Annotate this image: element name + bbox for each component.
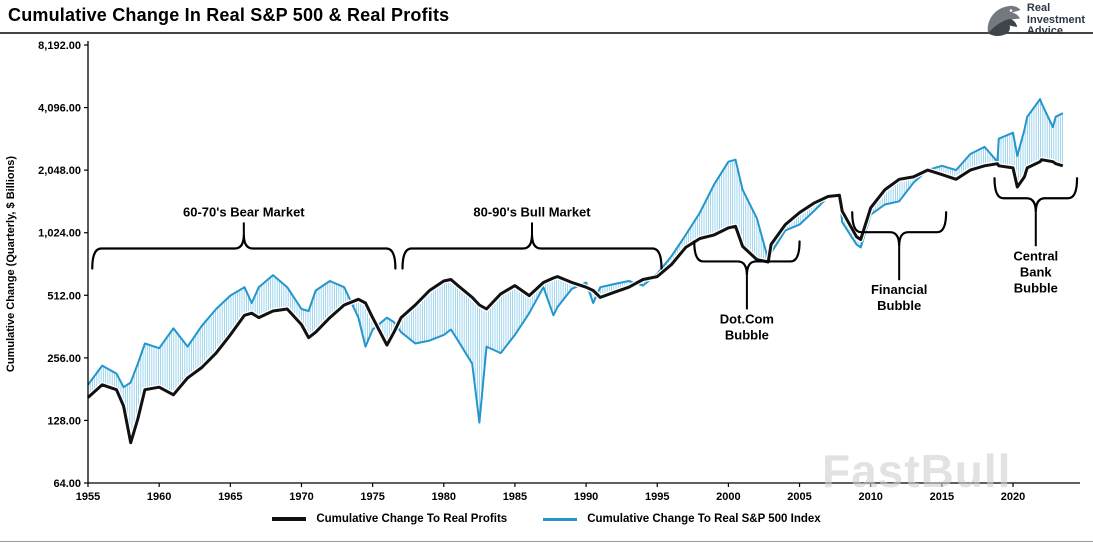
legend: Cumulative Change To Real Profits Cumula… — [0, 513, 1093, 525]
annotation-central-bank-bubble: Central — [1013, 248, 1058, 263]
x-tick-label: 2015 — [930, 491, 954, 503]
annotation-dotcom-bubble: Bubble — [725, 327, 769, 342]
y-tick-label: 512.00 — [47, 290, 81, 302]
sp500-legend-swatch — [543, 517, 578, 521]
sp500-line — [87, 98, 1064, 424]
y-tick-label: 64.00 — [53, 478, 81, 490]
annotation-bull-market: 80-90's Bull Market — [473, 204, 591, 219]
y-tick-label: 1,024.00 — [38, 228, 81, 240]
profits-line — [87, 158, 1064, 445]
brace-dotcom-bubble — [693, 240, 801, 276]
logo-line-investment: Investment — [1026, 13, 1085, 26]
annotation-dotcom-bubble: Dot.Com — [720, 311, 774, 326]
bottom-divider — [0, 541, 1093, 542]
x-tick-label: 1975 — [360, 491, 384, 503]
x-tick-label: 1980 — [432, 491, 456, 503]
annotation-financial-bubble: Financial — [871, 282, 927, 297]
x-tick-label: 1960 — [147, 491, 171, 503]
y-tick-label: 128.00 — [47, 415, 81, 427]
y-tick-label: 256.00 — [47, 353, 81, 365]
y-tick-label: 8,192.00 — [38, 40, 81, 52]
annotation-central-bank-bubble: Bubble — [1014, 280, 1058, 295]
y-axis-title: Cumulative Change (Quarterly, $ Billions… — [5, 156, 17, 373]
logo-line-real: Real — [1026, 2, 1051, 14]
x-tick-label: 1990 — [574, 491, 598, 503]
eagle-icon — [987, 6, 1021, 37]
brace-central-bank-bubble — [993, 177, 1079, 213]
x-tick-label: 1965 — [218, 491, 242, 503]
y-tick-label: 4,096.00 — [38, 103, 81, 115]
x-tick-label: 2005 — [787, 491, 811, 503]
x-tick-label: 1995 — [645, 491, 669, 503]
profits-legend-label: Cumulative Change To Real Profits — [316, 513, 508, 525]
annotation-bear-market: 60-70's Bear Market — [183, 204, 305, 219]
annotation-financial-bubble: Bubble — [877, 298, 921, 313]
profits-legend-swatch — [272, 517, 307, 521]
logo-line-advice: Advice — [1026, 25, 1063, 37]
x-tick-label: 1955 — [76, 491, 100, 503]
title-divider — [0, 32, 1093, 34]
x-tick-label: 1985 — [503, 491, 527, 503]
logo-text: Real Investment Advice — [1026, 2, 1085, 38]
x-tick-label: 2010 — [858, 491, 882, 503]
brace-bull-market — [401, 234, 663, 270]
sp500-legend-label: Cumulative Change To Real S&P 500 Index — [587, 513, 821, 525]
x-tick-label: 2020 — [1001, 491, 1025, 503]
brace-bear-market — [91, 234, 397, 270]
x-tick-label: 2000 — [716, 491, 740, 503]
ria-logo: Real Investment Advice — [985, 2, 1085, 38]
watermark: FastBull — [822, 445, 1012, 497]
x-tick-label: 1970 — [289, 491, 313, 503]
hatch-area — [87, 100, 1063, 439]
y-tick-label: 2,048.00 — [38, 165, 81, 177]
annotation-central-bank-bubble: Bank — [1020, 264, 1053, 279]
page-title: Cumulative Change In Real S&P 500 & Real… — [8, 5, 450, 25]
